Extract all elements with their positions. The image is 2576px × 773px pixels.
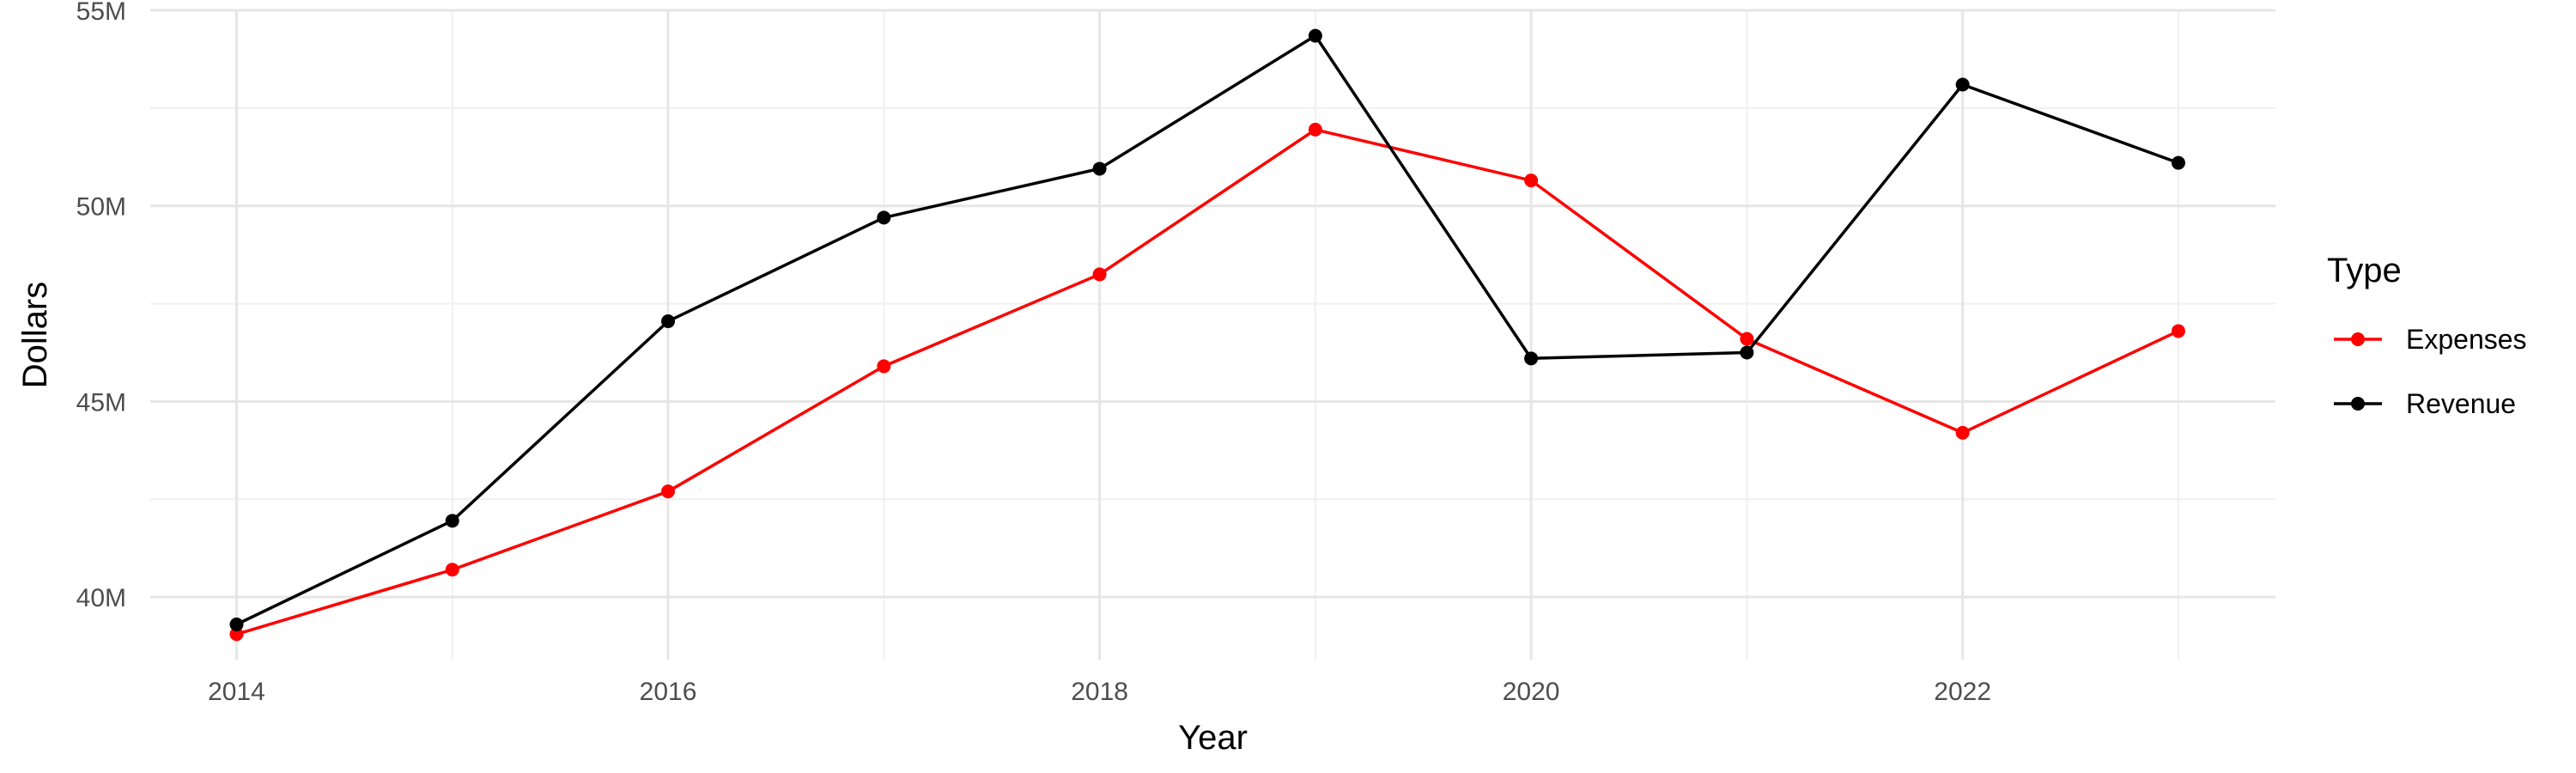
y-tick-label: 50M bbox=[76, 193, 126, 222]
x-tick-label: 2016 bbox=[640, 678, 697, 706]
axis-labels: 2014 2016 2018 2020 2022 40M 45M 50M 55M Year Doll… bbox=[16, 0, 1991, 757]
y-tick-label: 45M bbox=[76, 388, 126, 417]
legend-key-revenue-point bbox=[2351, 397, 2365, 411]
y-tick-label: 55M bbox=[76, 0, 126, 26]
series-lines bbox=[229, 28, 2185, 642]
revenue-point bbox=[661, 314, 676, 329]
revenue-point bbox=[445, 514, 459, 528]
expenses-point bbox=[661, 484, 676, 499]
legend: Type Expenses Revenue bbox=[2327, 252, 2527, 419]
x-tick-label: 2018 bbox=[1071, 678, 1128, 706]
expenses-point bbox=[1092, 267, 1107, 282]
revenue-point bbox=[1524, 351, 1539, 366]
legend-key-expenses-point bbox=[2351, 332, 2365, 346]
legend-title: Type bbox=[2327, 252, 2402, 289]
legend-label-expenses: Expenses bbox=[2406, 324, 2527, 355]
x-tick-label: 2022 bbox=[1934, 678, 1991, 706]
expenses-point bbox=[1955, 425, 1970, 440]
revenue-point bbox=[2171, 155, 2185, 170]
expenses-point bbox=[229, 627, 244, 642]
grid-lines bbox=[150, 9, 2275, 660]
expenses-point bbox=[2171, 324, 2185, 338]
x-axis-title: Year bbox=[1178, 719, 1248, 757]
revenue-point bbox=[1308, 28, 1322, 43]
expenses-line bbox=[234, 128, 2180, 636]
revenue-point bbox=[1740, 345, 1754, 360]
revenue-point bbox=[877, 210, 891, 225]
expenses-point bbox=[1740, 332, 1754, 346]
x-tick-label: 2020 bbox=[1503, 678, 1560, 706]
x-tick-label: 2014 bbox=[208, 678, 265, 706]
y-axis-title: Dollars bbox=[16, 282, 54, 388]
revenue-point bbox=[1092, 161, 1107, 176]
expenses-point bbox=[877, 359, 891, 374]
expenses-point bbox=[1308, 122, 1322, 137]
revenue-line bbox=[234, 33, 2180, 626]
legend-label-revenue: Revenue bbox=[2406, 388, 2516, 419]
revenue-point bbox=[1955, 77, 1970, 92]
y-tick-label: 40M bbox=[76, 584, 126, 612]
expenses-point bbox=[1524, 173, 1539, 188]
expenses-point bbox=[445, 563, 459, 577]
revenue-point bbox=[229, 618, 244, 632]
